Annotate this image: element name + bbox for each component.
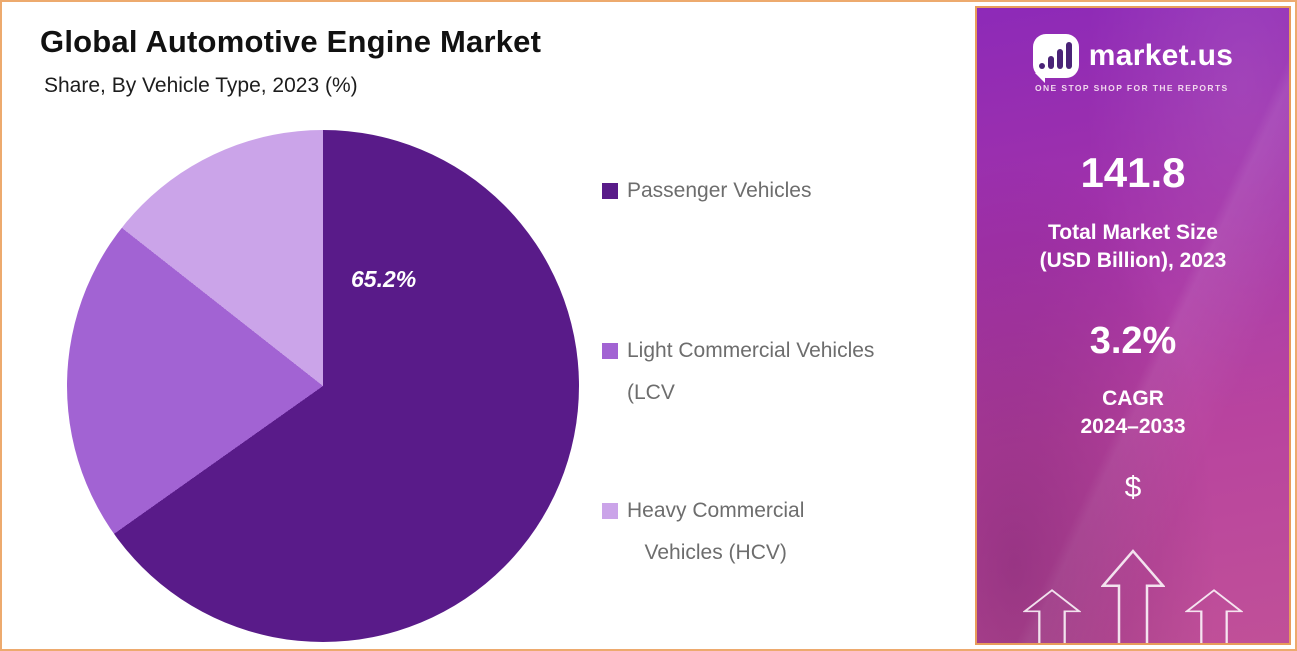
logo-tagline: ONE STOP SHOP FOR THE REPORTS (1035, 83, 1229, 93)
legend-label-line: Vehicles (HCV) (644, 541, 787, 564)
chart-title: Global Automotive Engine Market (40, 24, 542, 59)
growth-arrows (977, 541, 1289, 643)
logo-dot (1039, 63, 1046, 69)
dollar-icon: $ (1124, 471, 1142, 505)
market-size-value: 141.8 (1080, 149, 1186, 196)
logo-bar (1057, 49, 1064, 69)
logo-bar (1066, 42, 1073, 69)
pie-chart-section: Global Automotive Engine Market Share, B… (2, 2, 969, 649)
legend-label-line: Passenger Vehicles (627, 179, 812, 202)
pie-chart: 65.2% (67, 130, 579, 642)
legend-swatch-lcv (602, 343, 618, 359)
cagr-label-text: CAGR (1102, 386, 1164, 410)
legend-label-line: Light Commercial Vehicles (627, 339, 875, 362)
cagr-period: 2024–2033 (1080, 415, 1186, 439)
pie (67, 130, 579, 642)
logo-text: market.us (1088, 39, 1234, 72)
legend-item-passenger-vehicles: Passenger Vehicles (602, 170, 811, 212)
legend-label-passenger: Passenger Vehicles (627, 170, 811, 212)
brand-panel: market.us ONE STOP SHOP FOR THE REPORTS … (975, 6, 1291, 645)
legend-swatch-passenger (602, 183, 618, 199)
legend-label-line: (LCV (627, 381, 675, 404)
legend-label-lcv: Light Commercial Vehicles (LCV (627, 330, 874, 414)
up-arrow-icon (1101, 549, 1165, 643)
cagr-label: CAGR 2024–2033 (977, 385, 1289, 442)
legend-label-line: Heavy Commercial (627, 499, 805, 522)
logo-bar (1048, 56, 1055, 69)
market-size-label: Total Market Size (USD Billion), 2023 (977, 219, 1289, 276)
legend-label-hcv: Heavy Commercial Vehicles (HCV) (627, 490, 804, 574)
chart-subtitle: Share, By Vehicle Type, 2023 (%) (44, 74, 358, 97)
legend-swatch-hcv (602, 503, 618, 519)
legend-item-light-commercial-vehicles: Light Commercial Vehicles (LCV (602, 330, 874, 414)
pie-slice-label: 65.2% (351, 266, 417, 292)
up-arrow-icon (1023, 589, 1081, 643)
up-arrow-icon (1185, 589, 1243, 643)
cagr-value: 3.2% (1089, 319, 1177, 362)
chart-legend: Passenger Vehicles Light Commercial Vehi… (602, 2, 972, 649)
legend-item-heavy-commercial-vehicles: Heavy Commercial Vehicles (HCV) (602, 490, 804, 574)
market-size-label-line2: (USD Billion), 2023 (1039, 249, 1227, 273)
marketus-logo-icon (1032, 34, 1079, 83)
market-size-label-line1: Total Market Size (1048, 221, 1218, 244)
marketus-logo: market.us (977, 34, 1289, 83)
